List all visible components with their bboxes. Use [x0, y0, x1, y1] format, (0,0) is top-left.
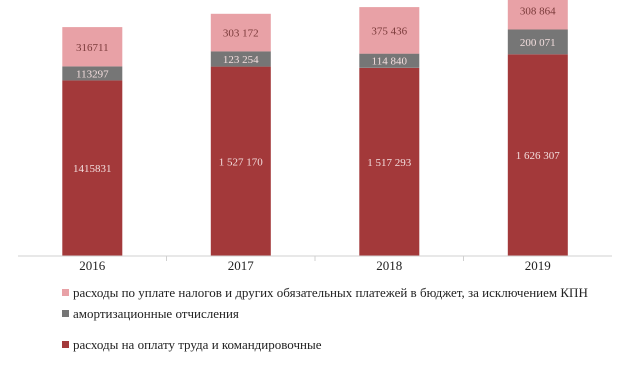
legend-label-taxes: расходы по уплате налогов и других обяза… [73, 285, 588, 300]
x-tick-label-2017: 2017 [228, 258, 255, 270]
data-label-taxes-2016: 316711 [76, 42, 109, 54]
data-label-salaries-2018: 1 517 293 [367, 157, 412, 169]
x-tick-label-2018: 2018 [376, 258, 402, 270]
bar-salaries-2019 [507, 54, 568, 256]
data-label-salaries-2016: 1415831 [73, 163, 112, 175]
data-label-salaries-2017: 1 527 170 [219, 156, 264, 168]
bars-layer: 1415831 113297 316711 1 527 170 123 254 303 1… [62, 0, 568, 257]
x-tick-label-2019: 2019 [525, 258, 551, 270]
legend-item-depreciation: амортизационные отчисления [62, 306, 622, 321]
legend-item-salaries: расходы на оплату труда и командировочны… [62, 337, 622, 352]
legend-label-salaries: расходы на оплату труда и командировочны… [73, 337, 322, 352]
legend-item-taxes: расходы по уплате налогов и других обяза… [62, 285, 622, 300]
bar-taxes-2018 [359, 7, 420, 54]
data-label-depreciation-2016: 113297 [76, 68, 109, 80]
bar-taxes-2017 [210, 13, 271, 52]
data-label-salaries-2019: 1 626 307 [516, 150, 561, 162]
bar-depreciation-2016 [62, 66, 123, 81]
bar-depreciation-2017 [210, 51, 271, 67]
legend-swatch-salaries [62, 341, 69, 348]
data-label-depreciation-2017: 123 254 [223, 54, 259, 66]
bar-taxes-2016 [62, 27, 123, 67]
legend-swatch-taxes [62, 289, 69, 296]
legend: расходы по уплате налогов и других обяза… [62, 285, 622, 352]
stacked-bar-chart: 1415831 113297 316711 1 527 170 123 254 303 1… [18, 0, 612, 270]
data-label-depreciation-2019: 200 071 [520, 37, 556, 49]
data-label-taxes-2017: 303 172 [223, 28, 259, 40]
data-label-depreciation-2018: 114 840 [372, 56, 408, 68]
data-label-taxes-2018: 375 436 [371, 25, 407, 37]
bar-taxes-2019 [507, 0, 568, 30]
bar-salaries-2018 [359, 67, 420, 257]
legend-swatch-depreciation [62, 310, 69, 317]
legend-label-depreciation: амортизационные отчисления [73, 306, 239, 321]
bar-salaries-2016 [62, 80, 123, 257]
bar-depreciation-2019 [507, 29, 568, 55]
bar-depreciation-2018 [359, 53, 420, 68]
data-label-taxes-2019: 308 864 [520, 5, 556, 17]
x-axis-ticks: 2016 2017 2018 2019 [79, 256, 551, 270]
bar-salaries-2017 [210, 66, 271, 256]
x-tick-label-2016: 2016 [79, 258, 106, 270]
